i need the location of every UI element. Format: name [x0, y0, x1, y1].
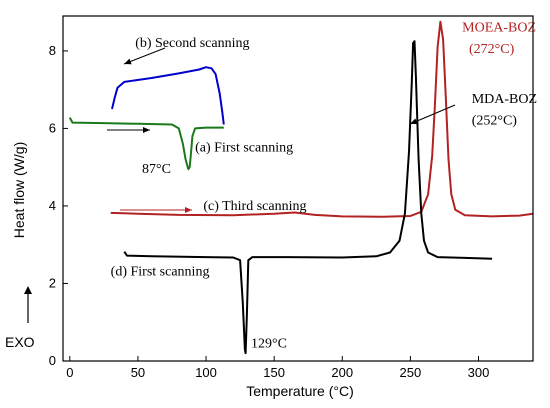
chart-annotation: (a) First scanning [195, 141, 293, 156]
x-tick-label: 200 [331, 365, 353, 380]
chart-annotation: 87°C [142, 162, 171, 177]
chart-annotation: (b) Second scanning [135, 36, 249, 51]
x-tick-label: 100 [195, 365, 217, 380]
y-tick-label: 0 [49, 353, 56, 368]
y-tick-label: 4 [49, 198, 56, 213]
annotation-arrow-head [185, 207, 192, 213]
chart-annotation: (c) Third scanning [203, 199, 306, 214]
chart-annotation: 129°C [251, 336, 287, 351]
chart-annotation: (272°C) [469, 42, 515, 57]
series-line-1 [123, 40, 493, 355]
x-tick-label: 250 [400, 365, 422, 380]
x-tick-label: 150 [263, 365, 285, 380]
x-tick-label: 300 [468, 365, 490, 380]
x-tick-label: 50 [131, 365, 145, 380]
y-tick-label: 8 [49, 43, 56, 58]
y-tick-label: 6 [49, 120, 56, 135]
annotation-arrow [123, 47, 166, 65]
series-line-2 [111, 66, 225, 125]
annotation-arrow-head [143, 127, 150, 133]
series-line-0 [110, 20, 534, 218]
chart-annotation: MOEA-BOZ [462, 21, 536, 36]
x-axis-title: Temperature (°C) [246, 383, 354, 399]
chart-annotation: (252°C) [472, 114, 518, 129]
exo-label: EXO [5, 334, 35, 350]
x-tick-label: 0 [66, 365, 73, 380]
y-tick-label: 2 [49, 275, 56, 290]
plot-frame [62, 15, 534, 362]
annotation-arrow [409, 104, 456, 125]
series-line-3 [68, 117, 224, 171]
y-axis-title: Heat flow (W/g) [11, 142, 27, 238]
exo-arrow-head [24, 286, 32, 294]
chart-annotation: (d) First scanning [111, 265, 210, 280]
chart-annotation: MDA-BOZ [472, 92, 537, 107]
annotation-arrow-head [124, 58, 132, 65]
annotation-arrow-head [410, 118, 418, 125]
